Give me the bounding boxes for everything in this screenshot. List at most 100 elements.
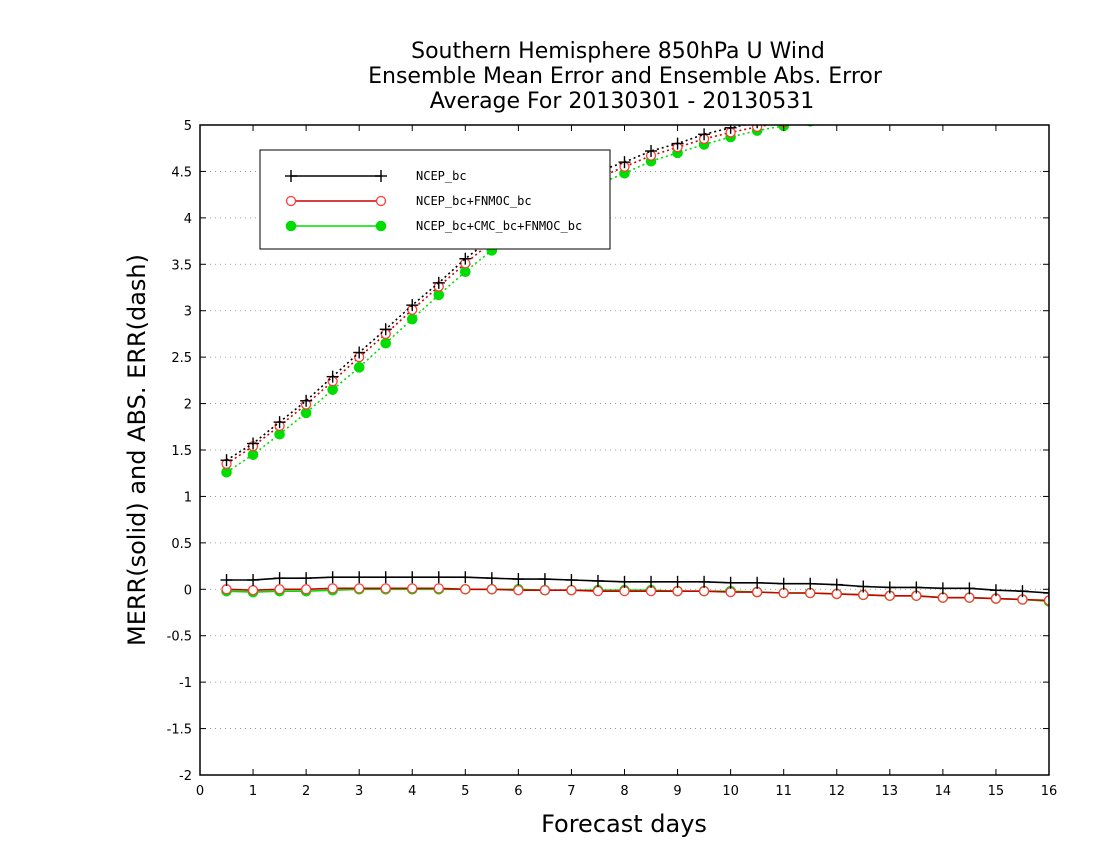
data-point-open-circle (938, 97, 947, 106)
data-point-plus (273, 416, 286, 429)
y-tick-label: 3 (184, 305, 192, 320)
x-tick-label: 4 (408, 784, 416, 799)
data-point-open-circle (806, 114, 815, 123)
x-tick-label: 10 (722, 784, 739, 799)
data-point-plus (432, 276, 445, 289)
data-point-plus (1043, 587, 1049, 599)
data-point-plus (353, 346, 366, 359)
legend-label: NCEP_bc+FNMOC_bc (416, 194, 532, 208)
series-clip-group (220, 81, 1055, 607)
data-point-plus (989, 584, 1002, 597)
axis-ticks: 54.543.532.521.510.50-0.5-1-1.5-20 1 2 3 4 5 6… (167, 119, 1058, 799)
data-point-plus (756, 125, 758, 129)
data-point-open-circle (375, 195, 387, 207)
x-tick-label: 7 (567, 784, 575, 799)
data-point-plus (459, 252, 472, 265)
data-point-plus (618, 156, 631, 169)
data-point-plus (538, 573, 551, 586)
data-point-filled-circle (353, 362, 365, 373)
y-tick-label: 2.5 (171, 351, 192, 366)
data-point-open-circle (285, 195, 297, 207)
chart-title-line-3: Average For 20130301 - 20130531 (430, 89, 815, 114)
x-axis-label: Forecast days (541, 810, 707, 838)
data-point-open-circle (672, 585, 683, 597)
data-point-open-circle (1045, 87, 1054, 96)
series-ncep-bc (220, 81, 1055, 599)
y-tick-label: -2 (179, 769, 192, 784)
chart-title: Southern Hemisphere 850hPa U Wind Ensemb… (368, 39, 883, 114)
data-point-open-circle (912, 100, 921, 109)
series-line-abs-err-ncep-bc-fnmoc-bc (226, 125, 773, 465)
x-tick-label: 5 (461, 784, 469, 799)
data-point-plus (220, 574, 233, 586)
y-axis-label: MERR(solid) and ABS. ERR(dash) (123, 254, 151, 646)
data-point-plus (379, 571, 392, 584)
data-point-plus (777, 577, 790, 590)
legend-label: NCEP_bc+CMC_bc+FNMOC_bc (416, 219, 582, 233)
data-point-open-circle (460, 584, 471, 595)
data-point-open-circle (327, 583, 338, 594)
data-point-open-circle (937, 592, 949, 603)
data-point-plus (247, 574, 260, 586)
legend-item-ncep-bc-cmc-bc-fnmoc-bc: NCEP_bc+CMC_bc+FNMOC_bc (285, 219, 582, 233)
data-point-plus (936, 582, 949, 595)
data-point-open-circle (300, 584, 312, 595)
data-point-open-circle (619, 585, 630, 597)
x-tick-label: 3 (355, 784, 363, 799)
data-point-plus (857, 100, 869, 112)
data-point-plus (1043, 81, 1055, 93)
data-point-plus (300, 572, 313, 585)
y-tick-label: -0.5 (167, 630, 192, 645)
y-tick-label: 1.5 (171, 444, 192, 459)
series-line-abs-err-ncep-bc (226, 125, 748, 461)
gridlines (200, 171, 1049, 729)
data-point-filled-circle (912, 103, 922, 113)
y-tick-label: 0 (184, 583, 192, 598)
data-point-filled-circle (858, 109, 868, 119)
data-point-open-circle (274, 584, 285, 595)
y-tick-label: 0.5 (171, 537, 192, 552)
data-point-plus (1016, 83, 1028, 95)
data-point-plus (671, 137, 684, 150)
data-point-open-circle (539, 585, 551, 596)
data-point-open-circle (965, 95, 974, 104)
data-point-plus (645, 145, 658, 157)
x-tick-label: 6 (514, 784, 522, 799)
data-point-plus (375, 170, 387, 182)
data-point-plus (804, 577, 817, 590)
x-tick-label: 0 (196, 784, 204, 799)
data-point-open-circle (885, 103, 894, 112)
series-line-abs-err-ncep-bc-cmc-bc-fnmoc-bc (226, 125, 794, 473)
data-point-plus (285, 170, 297, 182)
chart-title-line-1: Southern Hemisphere 850hPa U Wind (411, 39, 825, 64)
data-point-open-circle (486, 584, 497, 595)
data-point-open-circle (725, 586, 736, 598)
data-point-filled-circle (285, 220, 297, 232)
legend-box (259, 149, 611, 250)
data-point-plus (300, 394, 313, 407)
data-point-plus (406, 571, 419, 584)
data-point-plus (883, 581, 896, 594)
y-tick-label: 1 (184, 490, 192, 505)
data-point-plus (645, 575, 658, 588)
data-point-open-circle (964, 592, 975, 603)
x-tick-label: 2 (302, 784, 310, 799)
data-point-plus (724, 576, 737, 589)
legend: NCEP_bc NCEP_bc+FNMOC_bc NCEP_bc+CMC_bc+FN… (259, 149, 611, 250)
data-point-plus (247, 437, 260, 450)
data-point-filled-circle (885, 105, 895, 115)
y-tick-label: 5 (184, 119, 192, 134)
data-point-open-circle (859, 107, 868, 116)
x-tick-label: 12 (828, 784, 845, 799)
data-point-open-circle (1018, 89, 1027, 98)
data-point-plus (990, 86, 1002, 98)
data-point-plus (432, 571, 445, 584)
y-tick-label: 4.5 (171, 165, 192, 180)
data-point-filled-circle (832, 113, 842, 123)
data-point-plus (831, 104, 843, 116)
data-point-plus (698, 128, 711, 141)
data-point-plus (565, 574, 578, 586)
data-point-open-circle (1043, 595, 1049, 606)
y-tick-label: 2 (184, 398, 192, 413)
